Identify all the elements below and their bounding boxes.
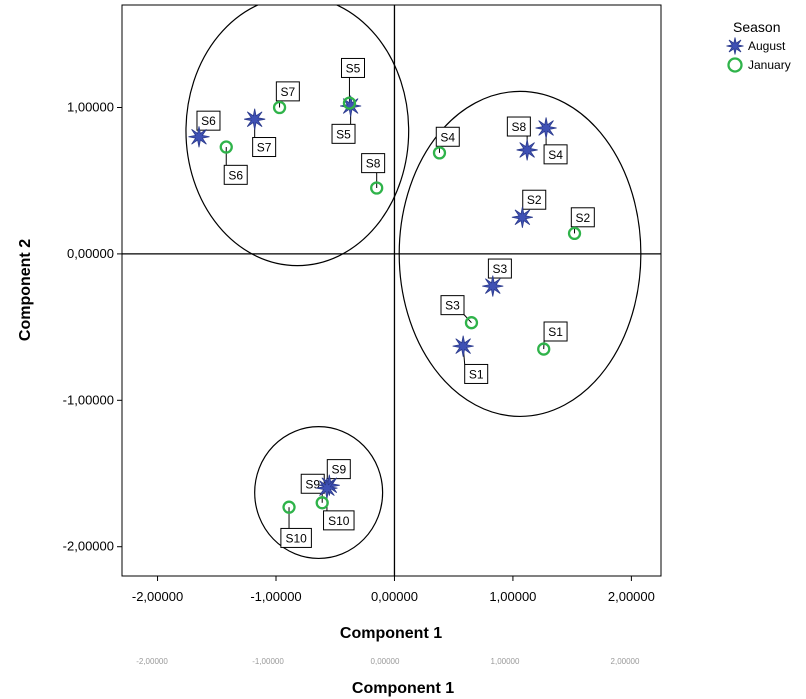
point-label: S6 xyxy=(228,168,243,182)
point-label-box xyxy=(435,126,460,147)
august-star-marker xyxy=(516,139,538,161)
star-icon xyxy=(726,37,744,55)
point-label: S7 xyxy=(281,85,296,99)
x-axis-title: Component 1 xyxy=(340,625,442,642)
august-star-marker xyxy=(316,477,338,499)
point-label: S8 xyxy=(512,120,527,134)
point-label-box xyxy=(487,258,512,279)
point-label: S10 xyxy=(328,514,350,528)
january-circle-marker xyxy=(219,140,233,154)
point-label-box xyxy=(464,363,489,384)
august-star-marker xyxy=(535,117,557,139)
y-tick-label: 1,00000 xyxy=(67,99,114,114)
x-tick-label: 2,00000 xyxy=(608,589,655,604)
august-star-marker xyxy=(244,108,266,130)
point-label-box xyxy=(543,321,568,342)
cluster-ellipse-3 xyxy=(254,426,384,560)
y-axis-title: Component 2 xyxy=(17,239,34,341)
point-label-box xyxy=(275,81,300,102)
point-label: S3 xyxy=(493,262,508,276)
ghost-tick-label: 0,00000 xyxy=(371,657,400,666)
circle-icon xyxy=(727,57,743,73)
point-label: S6 xyxy=(201,114,216,128)
axes: -2,00000 -1,00000 0,00000 1,00000 2,00000 1,0… xyxy=(63,99,655,604)
point-label-box xyxy=(361,153,386,174)
point-label: S10 xyxy=(285,531,307,545)
point-label: S4 xyxy=(440,130,455,144)
january-circle-marker xyxy=(464,316,479,330)
august-star-marker xyxy=(482,275,504,297)
point-label-box xyxy=(326,459,351,480)
august-star-marker xyxy=(452,335,474,357)
point-label: S9 xyxy=(331,463,346,477)
point-label: S7 xyxy=(257,141,272,155)
cluster-ellipse-2 xyxy=(398,90,642,418)
plot-frame xyxy=(121,4,662,577)
january-circle-marker xyxy=(272,100,287,115)
x-tick-label: 0,00000 xyxy=(371,589,418,604)
x-tick-label: 1,00000 xyxy=(489,589,536,604)
ghost-tick-label: -2,00000 xyxy=(136,657,168,666)
point-label: S8 xyxy=(366,157,381,171)
point-label-box xyxy=(252,137,277,158)
point-label-box xyxy=(280,527,312,548)
cluster-ellipse-1 xyxy=(185,5,410,267)
january-circle-marker xyxy=(282,500,296,514)
ghost-tick-label: -1,00000 xyxy=(252,657,284,666)
january-circle-marker xyxy=(370,181,384,195)
point-label: S2 xyxy=(527,193,542,207)
point-label-box xyxy=(223,164,248,185)
x-tick-label: -1,00000 xyxy=(250,589,301,604)
point-label-box xyxy=(440,295,465,316)
bottom-axis-title: Component 1 xyxy=(352,680,454,697)
point-label: S9 xyxy=(305,477,320,491)
point-labels: S1 S1 S2 S2 S3 S3 S4 S4 S5 S5 S6 S6 S7 S7 S8 S8 S9 S9 S10 S… xyxy=(188,57,595,548)
legend: Season August January xyxy=(726,19,791,73)
point-label: S1 xyxy=(469,367,484,381)
point-label-box xyxy=(570,207,595,228)
point-label: S2 xyxy=(575,211,590,225)
point-label-box xyxy=(331,123,356,144)
y-tick-label: -2,00000 xyxy=(63,539,114,554)
january-circle-marker xyxy=(342,96,357,110)
january-circle-marker xyxy=(432,146,447,160)
january-circle-marker xyxy=(537,342,551,356)
point-label: S4 xyxy=(548,148,563,162)
point-label: S5 xyxy=(346,61,361,75)
y-tick-label: 0,00000 xyxy=(67,246,114,261)
point-label: S1 xyxy=(548,325,563,339)
legend-entry-label: August xyxy=(748,39,786,53)
ghost-tick-label: 2,00000 xyxy=(611,657,640,666)
august-star-marker xyxy=(188,126,210,148)
x-tick-label: -2,00000 xyxy=(132,589,183,604)
plot-area xyxy=(122,5,661,576)
point-label-box xyxy=(341,57,365,78)
legend-title: Season xyxy=(733,19,780,35)
point-label-box xyxy=(506,116,531,137)
point-label-box xyxy=(196,110,221,131)
bottom-ghost-ticks: -2,00000 -1,00000 0,00000 1,00000 2,00000 xyxy=(136,657,640,666)
point-label: S3 xyxy=(445,299,460,313)
legend-entry-label: January xyxy=(748,58,791,72)
point-label: S5 xyxy=(336,127,351,141)
august-star-marker xyxy=(511,206,533,228)
point-label-box xyxy=(323,510,355,531)
january-circle-marker xyxy=(315,496,329,510)
point-label-box xyxy=(522,189,547,210)
y-tick-label: -1,00000 xyxy=(63,392,114,407)
point-label-box xyxy=(543,144,568,165)
january-circle-marker xyxy=(567,226,582,241)
ghost-tick-label: 1,00000 xyxy=(491,657,520,666)
